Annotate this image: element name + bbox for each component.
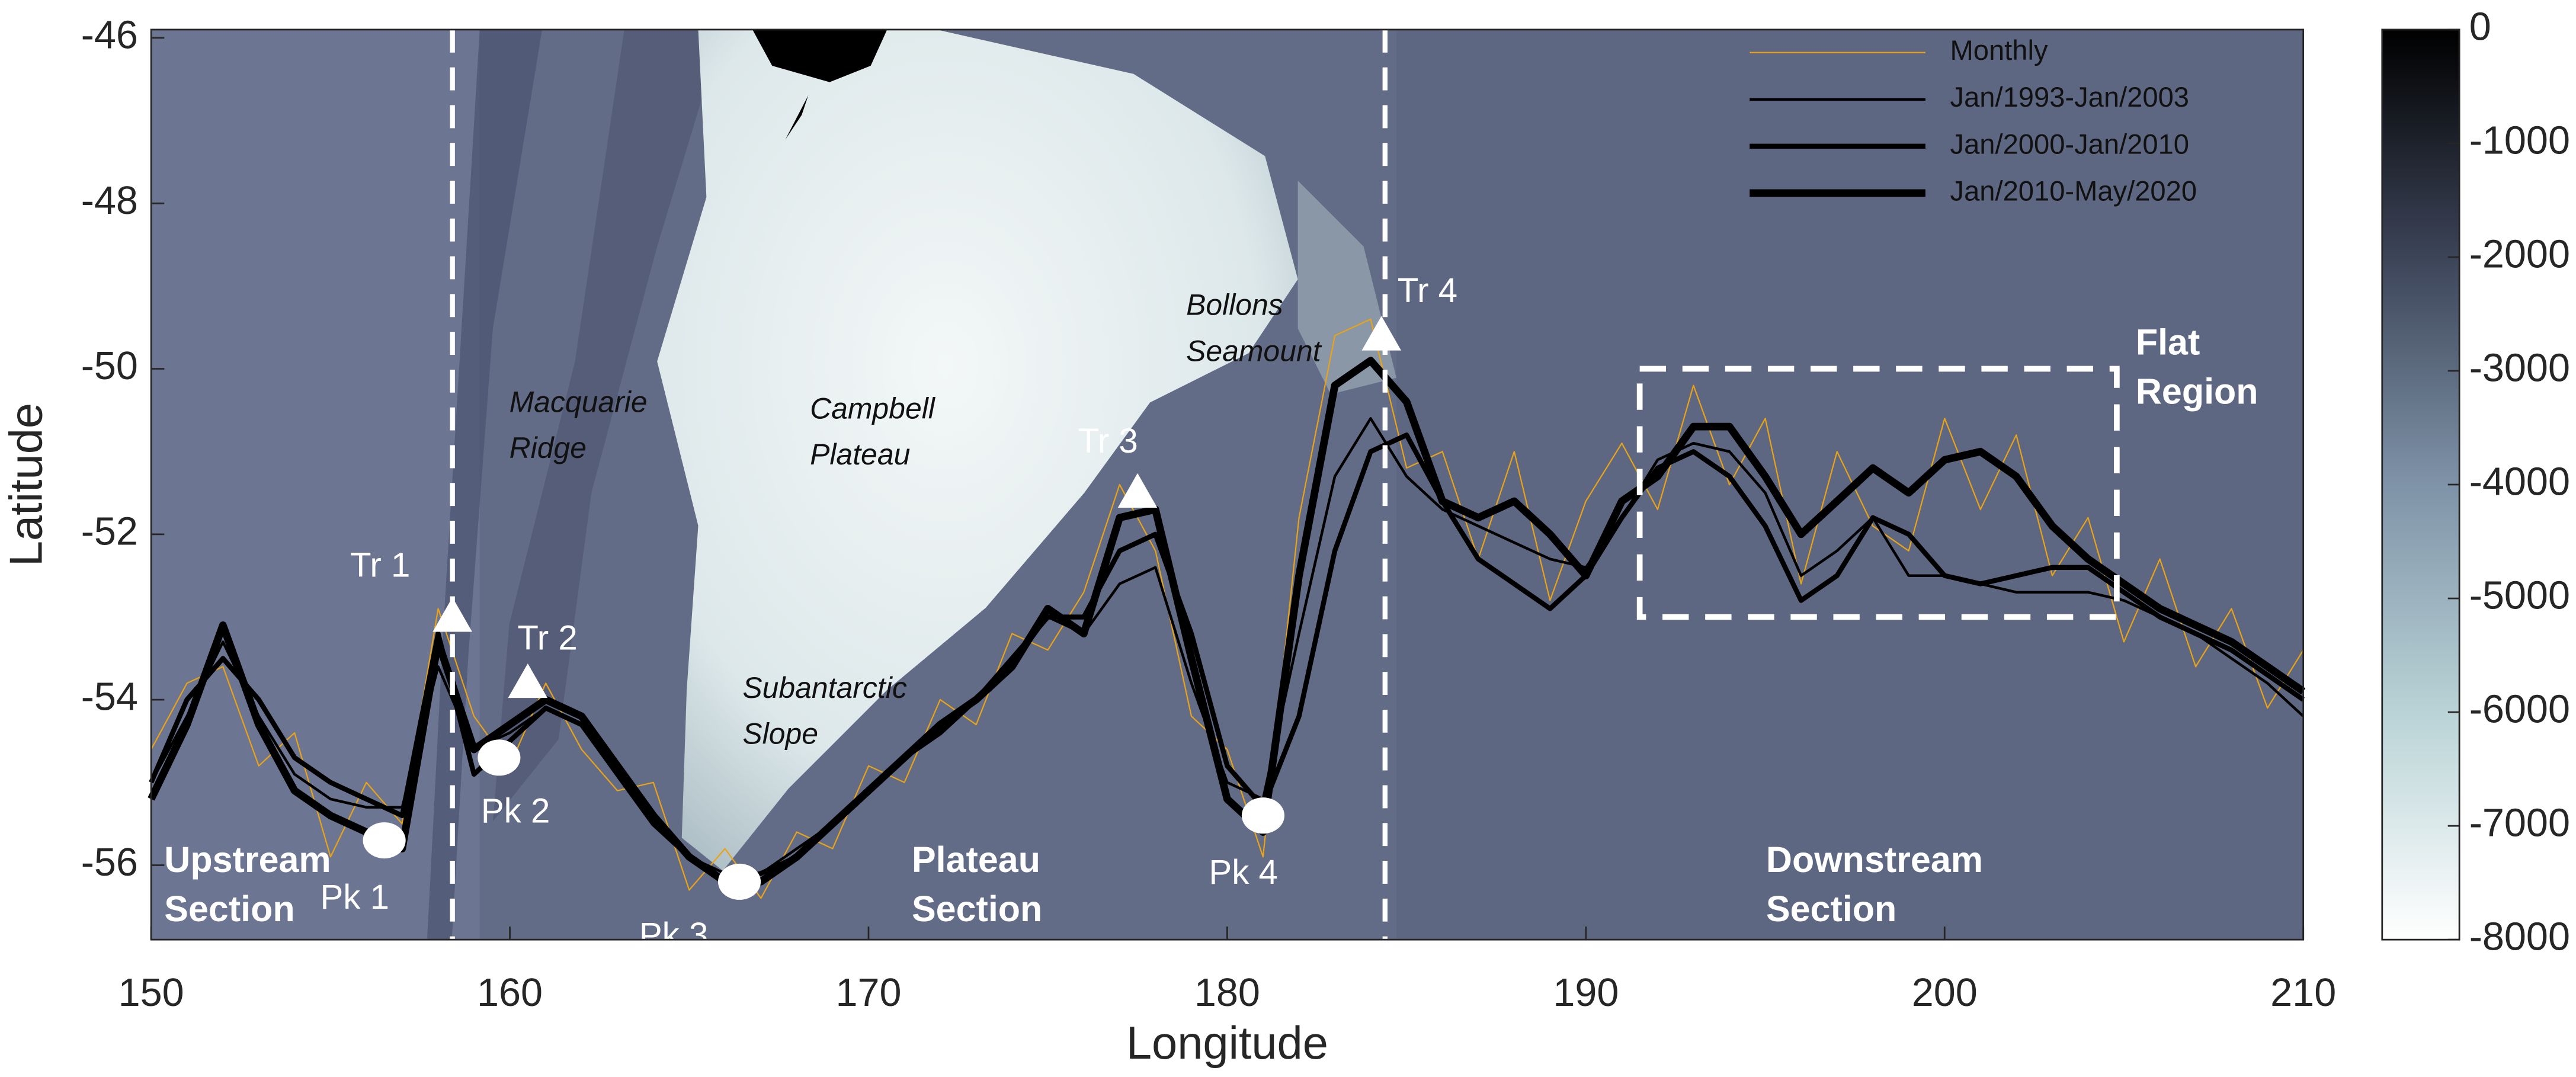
legend-label: Jan/2010-May/2020 <box>1950 175 2197 206</box>
y-tick-label: -50 <box>81 344 138 388</box>
marker-label: Pk 1 <box>320 878 389 916</box>
peak-marker <box>478 739 521 776</box>
colorbar-tick-label: -1000 <box>2469 119 2570 163</box>
series-line <box>149 432 2305 884</box>
region-label: Downstream <box>1766 839 1983 880</box>
marker-label: Tr 2 <box>517 619 577 658</box>
marker-label: Tr 4 <box>1398 271 1457 310</box>
y-tick-label: -48 <box>81 179 138 223</box>
region-label: Plateau <box>912 839 1040 880</box>
region-label: Region <box>2136 371 2258 412</box>
marker-label: Pk 3 <box>639 916 708 954</box>
trough-marker <box>432 597 472 632</box>
x-axis-label: Longitude <box>1126 1018 1328 1069</box>
y-tick-label: -56 <box>81 841 138 884</box>
feature-label: Macquarie <box>510 385 648 418</box>
feature-label: Bollons <box>1186 289 1283 322</box>
y-axis-label: Latitude <box>1 403 52 566</box>
marker-label: Tr 1 <box>350 546 410 585</box>
colorbar-tick-label: -5000 <box>2469 574 2570 618</box>
y-tick-label: -46 <box>81 13 138 57</box>
y-tick-label: -54 <box>81 675 138 719</box>
x-tick-label: 150 <box>118 971 184 1015</box>
peak-marker <box>717 863 761 900</box>
feature-label: Slope <box>742 717 818 750</box>
colorbar-tick-label: 0 <box>2469 5 2491 49</box>
marker-label: Pk 4 <box>1209 853 1278 892</box>
x-tick-label: 170 <box>835 971 901 1015</box>
x-tick-label: 160 <box>477 971 543 1015</box>
peak-marker <box>1241 797 1284 834</box>
colorbar-tick-label: -2000 <box>2469 233 2570 277</box>
colorbar-tick-label: -8000 <box>2469 915 2570 959</box>
series-line <box>148 357 2306 886</box>
y-tick-label: -52 <box>81 509 138 553</box>
x-tick-label: 210 <box>2270 971 2336 1015</box>
peak-marker <box>363 822 406 859</box>
trough-marker <box>1117 473 1158 508</box>
feature-label: Ridge <box>510 431 587 464</box>
trough-marker <box>1361 316 1402 351</box>
legend-label: Jan/2000-Jan/2010 <box>1950 128 2190 159</box>
colorbar-tick-label: -6000 <box>2469 688 2570 732</box>
feature-label: Campbell <box>810 392 936 425</box>
region-label: Flat <box>2136 322 2200 362</box>
plot-area: Tr 1 Tr 2 Tr 3 Tr 4 Pk 1 Pk 2 Pk 3 Pk 4 <box>148 29 2306 954</box>
feature-label: Subantarctic <box>742 671 906 704</box>
colorbar-tick-label: -7000 <box>2469 802 2570 845</box>
trough-marker <box>508 663 548 698</box>
region-label: Section <box>164 889 294 929</box>
x-tick-label: 180 <box>1194 971 1260 1015</box>
marker-label: Tr 3 <box>1078 422 1138 460</box>
colorbar-tick-label: -3000 <box>2469 347 2570 390</box>
flat-region-box <box>1636 366 2120 620</box>
feature-label: Plateau <box>810 438 910 471</box>
legend-label: Monthly <box>1950 34 2048 66</box>
legend-label: Jan/1993-Jan/2003 <box>1950 81 2190 113</box>
region-label: Upstream <box>164 839 331 880</box>
colorbar <box>2381 28 2460 941</box>
region-label: Section <box>1766 889 1896 929</box>
x-tick-label: 200 <box>1912 971 1978 1015</box>
colorbar-tick-label: -4000 <box>2469 460 2570 504</box>
marker-label: Pk 2 <box>481 792 550 831</box>
feature-label: Seamount <box>1186 334 1322 367</box>
x-tick-label: 190 <box>1553 971 1619 1015</box>
region-label: Section <box>912 889 1042 929</box>
